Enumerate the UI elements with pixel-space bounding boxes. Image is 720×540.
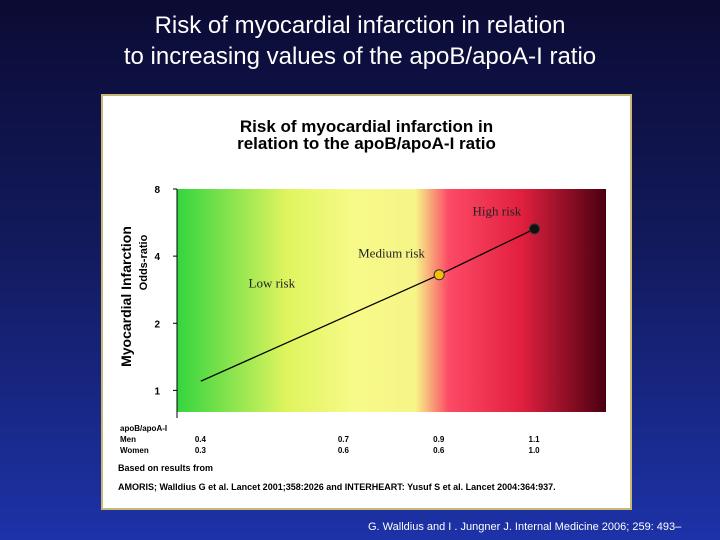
y-axis-sublabel: Odds-ratio: [138, 234, 150, 290]
x-table-header: apoB/apoA-I: [120, 424, 167, 433]
figure-title-line-2: relation to the apoB/apoA-I ratio: [237, 134, 496, 153]
x-table-value-women-0: 0.3: [195, 446, 207, 455]
y-tick-label-1: 1: [154, 386, 160, 397]
x-table-value-women-2: 0.6: [433, 446, 445, 455]
zone-label-high-risk: High risk: [473, 203, 522, 218]
x-table-value-men-3: 1.1: [529, 435, 541, 444]
chart: 1 2 4 8 Myocardial Infarction Odds-ratio Low r…: [118, 185, 606, 455]
zone-label-low-risk: Low risk: [249, 275, 296, 290]
y-tick-label-8: 8: [154, 185, 160, 196]
risk-background: [177, 189, 606, 412]
y-tick-label-2: 2: [154, 319, 160, 330]
footnote-sources: AMORIS; Walldius G et al. Lancet 2001;35…: [118, 482, 556, 492]
x-table-row-label-men: Men: [120, 435, 136, 444]
x-table-value-men-0: 0.4: [195, 435, 207, 444]
footnote-based-on: Based on results from: [118, 463, 214, 473]
x-table-value-women-3: 1.0: [529, 446, 541, 455]
y-axis-label: Myocardial Infarction: [118, 226, 134, 367]
y-tick-label-4: 4: [154, 252, 160, 263]
figure-title: Risk of myocardial infarction in relatio…: [103, 118, 630, 152]
x-table-value-women-1: 0.6: [338, 446, 350, 455]
x-table-value-men-2: 0.9: [433, 435, 445, 444]
data-point-0: [433, 269, 445, 281]
figure-title-line-1: Risk of myocardial infarction in: [239, 117, 494, 136]
data-point-1: [529, 223, 540, 235]
x-table-row-label-women: Women: [120, 446, 149, 455]
figure-panel: 1 2 4 8 Myocardial Infarction Odds-ratio Low r…: [101, 94, 632, 510]
slide-title-line-2: to increasing values of the apoB/apoA-I …: [123, 43, 597, 70]
x-table-value-men-1: 0.7: [338, 435, 350, 444]
zone-label-medium-risk: Medium risk: [358, 245, 425, 260]
slide-title: Risk of myocardial infarction in relatio…: [0, 10, 720, 72]
slide-title-line-1: Risk of myocardial infarction in relatio…: [154, 12, 566, 39]
citation: G. Walldius and I . Jungner J. Internal …: [368, 521, 682, 533]
